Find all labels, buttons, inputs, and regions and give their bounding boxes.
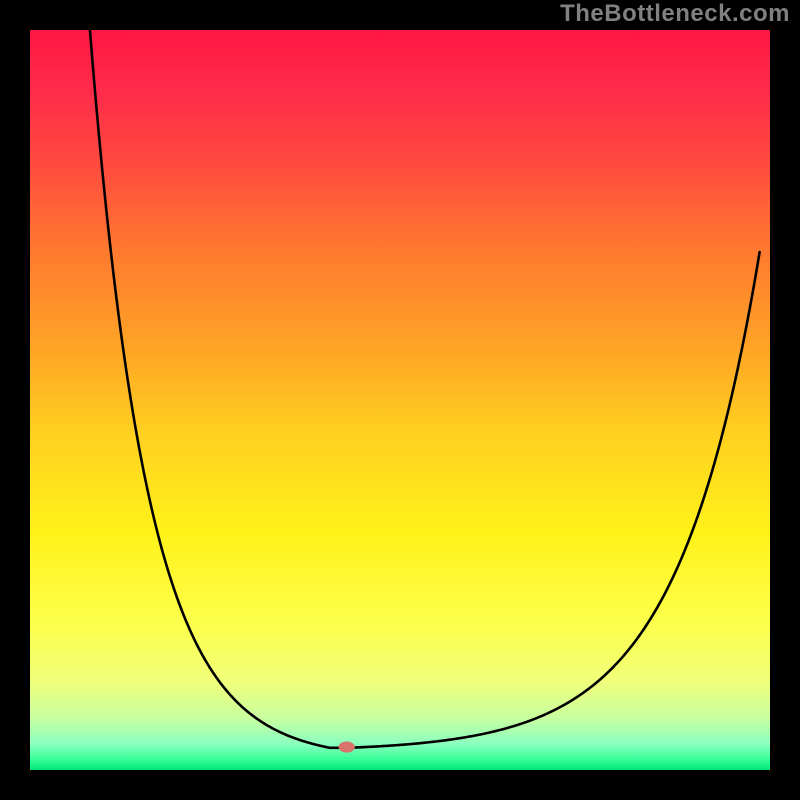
watermark-text: TheBottleneck.com	[560, 0, 790, 28]
gradient-background	[30, 30, 770, 770]
chart-container: TheBottleneck.com	[0, 0, 800, 800]
plot-area	[30, 30, 770, 770]
optimal-point-marker	[339, 742, 355, 753]
bottleneck-chart-svg	[0, 0, 800, 800]
